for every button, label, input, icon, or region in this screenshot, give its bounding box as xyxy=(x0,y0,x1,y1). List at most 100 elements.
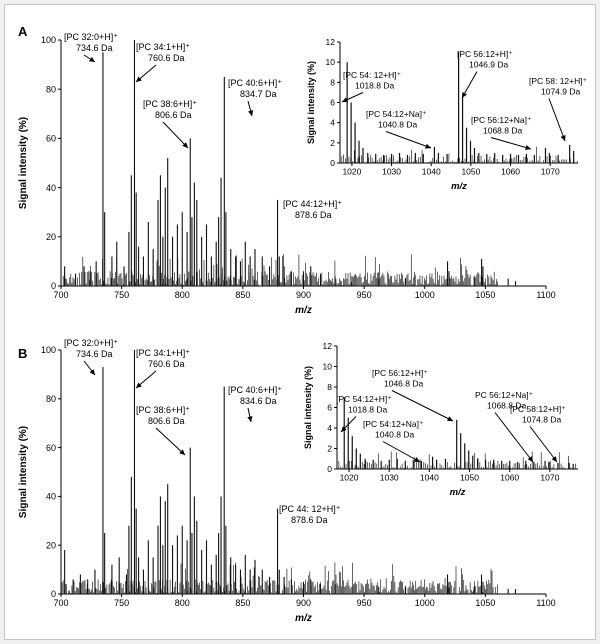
inset-annotation-mass: 1018.8 Da xyxy=(348,405,387,415)
main-annotation-mass: 760.6 Da xyxy=(148,359,185,369)
inset-annotation-mass: 1046.9 Da xyxy=(469,60,508,70)
inset-x-tick-label: 1030 xyxy=(380,473,399,483)
inset-arrow-head xyxy=(551,456,557,462)
inset: 1020 1030 1040 1050 1060 1070 0 2 4 6 8 10 12 m/z Sign… xyxy=(303,341,578,498)
inset-y-tick-label: 6 xyxy=(330,97,335,107)
main-arrow-head xyxy=(248,110,254,116)
inset-arrow-head xyxy=(341,426,347,432)
inset-y-tick-label: 8 xyxy=(327,382,332,392)
main-x-axis-title: m/z xyxy=(295,305,312,316)
inset-arrow-line xyxy=(391,390,454,422)
inset-annotation-mass: 1040.8 Da xyxy=(375,430,414,440)
inset-arrow-head xyxy=(525,144,531,151)
main-y-tick-label: 0 xyxy=(51,281,56,291)
main-y-tick-label: 100 xyxy=(41,35,56,45)
main-x-tick-label: 850 xyxy=(235,598,250,608)
main-y-tick-label: 40 xyxy=(46,183,56,193)
main-y-tick-label: 80 xyxy=(46,394,56,404)
main-arrow-line xyxy=(162,121,189,149)
main-x-tick-label: 1050 xyxy=(475,290,495,300)
main-arrow-head xyxy=(182,142,188,148)
main-x-tick-label: 900 xyxy=(296,598,311,608)
inset-y-tick-label: 12 xyxy=(323,341,333,351)
main-y-tick-label: 20 xyxy=(46,540,56,550)
inset-x-tick-label: 1040 xyxy=(420,473,439,483)
main-x-tick-label: 1100 xyxy=(536,598,555,608)
inset-annotation-label: [PC 56:12+Na]⁺ xyxy=(471,115,532,125)
inset: 1020 1030 1040 1050 1060 1070 0 2 4 6 8 10 12 m/z Sign… xyxy=(306,37,588,192)
main-y-tick-label: 60 xyxy=(46,443,56,453)
inset-y-tick-label: 0 xyxy=(330,158,335,168)
inset-arrow-head xyxy=(342,97,348,103)
main-x-tick-label: 800 xyxy=(175,598,190,608)
inset-y-axis-title: Signal intensity (%) xyxy=(303,366,313,449)
main-arrow-head xyxy=(136,382,142,388)
inset-x-tick-label: 1070 xyxy=(540,473,559,483)
inset-arrow-line xyxy=(385,131,432,149)
inset-x-axis-title: m/z xyxy=(451,181,467,192)
inset-x-axis-title: m/z xyxy=(450,487,466,498)
main-annotation-label: [PC 34:1+H]⁺ xyxy=(136,348,190,358)
inset-y-tick-label: 10 xyxy=(323,361,333,371)
inset-y-tick-label: 8 xyxy=(330,77,335,87)
inset-arrow-head xyxy=(425,143,431,149)
inset-y-tick-label: 4 xyxy=(330,118,335,128)
inset-arrow-line xyxy=(382,441,421,463)
main-annotation-mass: 806.6 Da xyxy=(155,110,192,120)
inset-y-tick-label: 2 xyxy=(327,443,332,453)
inset-arrow-head xyxy=(414,457,420,462)
main-y-tick-label: 100 xyxy=(41,345,56,355)
inset-x-tick-label: 1070 xyxy=(541,167,560,177)
inset-annotation-mass: 1068.8 Da xyxy=(483,126,522,136)
inset-annotation-mass: 1046.8 Da xyxy=(384,379,423,389)
inset-arrow-line xyxy=(548,98,566,142)
main-x-axis-title: m/z xyxy=(295,613,312,624)
inset-y-tick-label: 12 xyxy=(326,37,336,47)
main-annotation-mass: 760.6 Da xyxy=(148,53,185,63)
main-arrow-head xyxy=(89,369,95,375)
panel-label: B xyxy=(18,346,27,361)
inset-arrow-head xyxy=(560,135,566,141)
main-x-tick-label: 800 xyxy=(175,290,190,300)
inset-annotation-mass: 1068.8 Da xyxy=(487,401,526,411)
main-x-tick-label: 700 xyxy=(53,290,68,300)
main-annotation-label: [PC 40:6+H]⁺ xyxy=(228,78,282,88)
main-annotation-mass: 878.6 Da xyxy=(291,515,328,525)
inset-annotation-mass: 1074.9 Da xyxy=(541,87,580,97)
main-annotation-label: [PC 38:6+H]⁺ xyxy=(136,405,190,415)
main-annotation-label: [PC 32:0+H]⁺ xyxy=(64,338,118,348)
main-y-axis-title: Signal intensity (%) xyxy=(18,117,29,209)
main-y-tick-label: 60 xyxy=(46,134,56,144)
main-annotation-mass: 806.6 Da xyxy=(148,416,185,426)
main-annotation-label: [PC 32:0+H]⁺ xyxy=(64,32,118,42)
inset-annotation-mass: 1018.8 Da xyxy=(355,81,394,91)
main-x-tick-label: 1050 xyxy=(475,598,495,608)
inset-y-tick-label: 6 xyxy=(327,402,332,412)
inset-arrow-head xyxy=(527,456,533,462)
main-annotation-label: [PC 38:6+H]⁺ xyxy=(143,99,197,109)
main-arrow-head xyxy=(136,76,142,82)
inset-annotation-label: [PC 58:12+H]⁺ xyxy=(510,404,566,414)
main-y-axis-title: Signal intensity (%) xyxy=(18,426,29,518)
inset-baseline-noise xyxy=(338,451,578,469)
inset-annotation-label: [PC 54: 12+H]⁺ xyxy=(343,70,402,80)
inset-arrow-head xyxy=(462,92,467,98)
inset-x-tick-label: 1030 xyxy=(382,167,401,177)
main-annotation-label: [PC 44:12+H]⁺ xyxy=(283,199,342,209)
inset-arrow-line xyxy=(490,137,532,150)
inset-x-tick-label: 1020 xyxy=(340,473,359,483)
inset-x-tick-label: 1060 xyxy=(500,473,519,483)
inset-annotation-label: [PC 56:12+H]⁺ xyxy=(372,368,428,378)
main-y-tick-label: 20 xyxy=(46,232,56,242)
inset-annotation-label: PC 56:12+Na]⁺ xyxy=(475,390,534,400)
inset-annotation-mass: 1040.8 Da xyxy=(378,120,417,130)
main-annotation-mass: 834.7 Da xyxy=(240,89,277,99)
main-x-tick-label: 950 xyxy=(357,598,372,608)
inset-x-tick-label: 1050 xyxy=(461,167,480,177)
inset-baseline-noise xyxy=(341,146,578,163)
inset-arrow-head xyxy=(447,416,453,421)
inset-x-tick-label: 1020 xyxy=(342,167,361,177)
